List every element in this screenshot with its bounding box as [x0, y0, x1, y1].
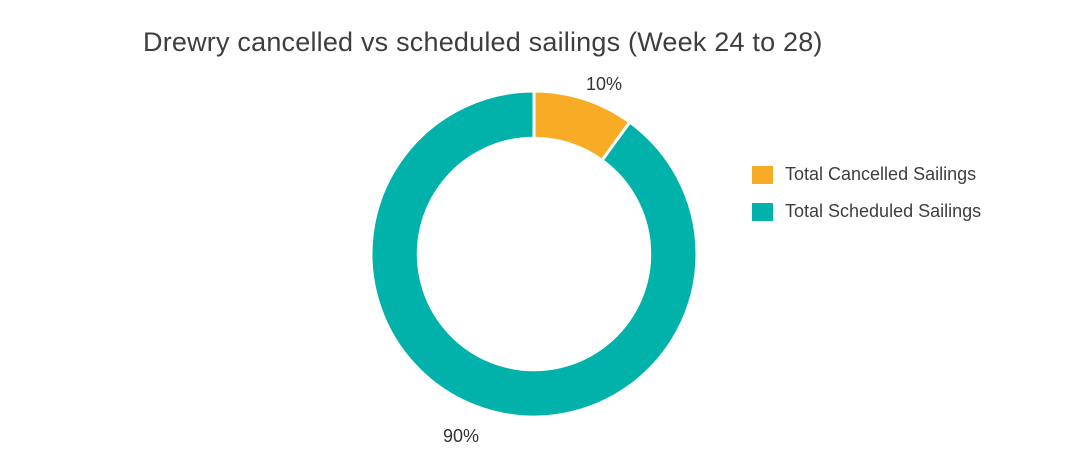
- legend-swatch-cancelled: [752, 165, 773, 184]
- legend-item-scheduled[interactable]: Total Scheduled Sailings: [752, 201, 982, 221]
- donut-slice-scheduled[interactable]: [369, 89, 699, 419]
- chart-title: Drewry cancelled vs scheduled sailings (…: [143, 27, 823, 57]
- legend-swatch-scheduled: [752, 202, 773, 221]
- legend-item-cancelled[interactable]: Total Cancelled Sailings: [752, 164, 981, 184]
- legend: Total Cancelled Sailings Total Scheduled…: [752, 164, 982, 239]
- data-label-cancelled: 10%: [585, 74, 623, 94]
- donut-slices: [369, 89, 699, 419]
- legend-label-scheduled: Total Scheduled Sailings: [785, 201, 982, 221]
- data-label-scheduled: 90%: [442, 426, 480, 446]
- legend-label-cancelled: Total Cancelled Sailings: [785, 164, 977, 184]
